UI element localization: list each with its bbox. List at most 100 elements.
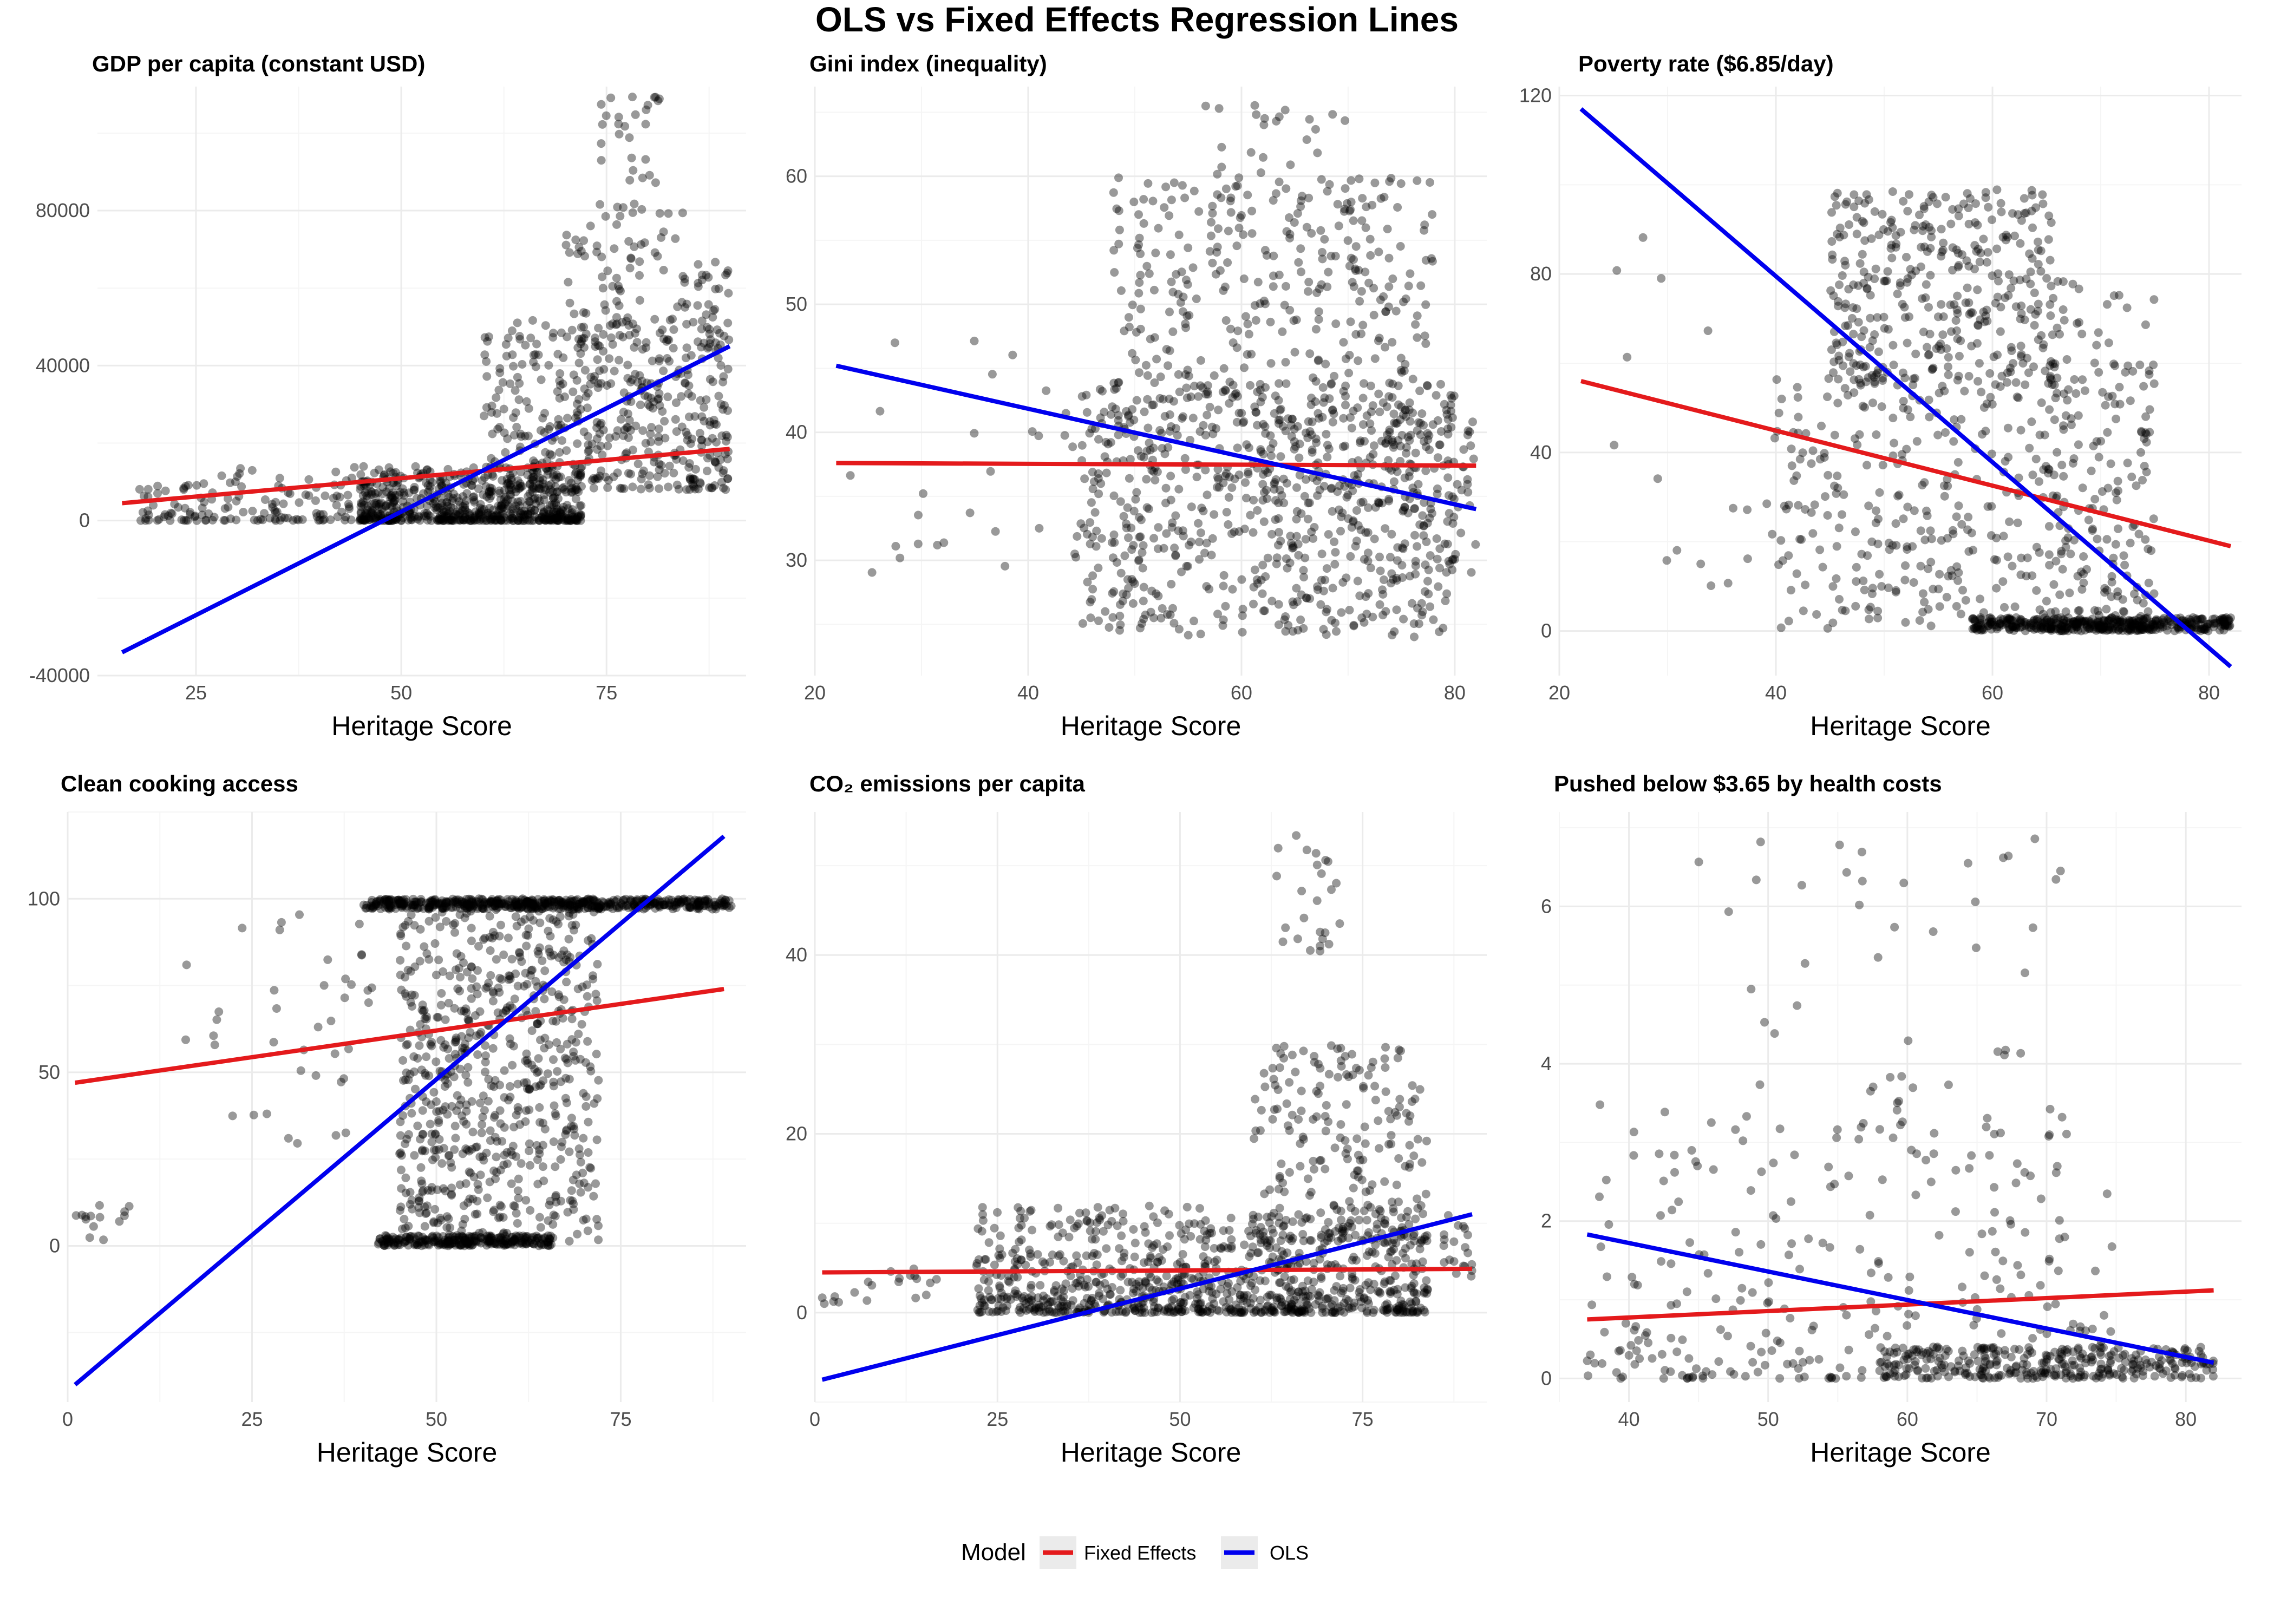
data-point [513,1186,522,1195]
data-point [2144,578,2153,587]
data-point [1362,202,1371,212]
data-point [1221,184,1231,193]
data-point [641,155,650,164]
data-point [2016,425,2025,435]
data-point [1442,589,1452,598]
data-point [359,497,368,506]
data-point [99,1235,108,1245]
data-point [153,516,162,525]
data-point [295,498,304,507]
data-point [1362,610,1371,619]
data-point [436,494,446,503]
data-point [1926,621,1936,631]
data-point [192,481,201,490]
data-point [509,362,518,371]
data-point [628,482,637,492]
data-point [500,516,509,525]
data-point [1375,407,1384,416]
data-point [1110,268,1119,277]
data-point [531,494,540,503]
data-point [1302,475,1310,484]
data-point [502,480,512,489]
data-point [2046,311,2055,320]
data-point [1423,577,1432,586]
data-point [1828,582,1838,591]
data-point [1830,481,1839,490]
data-point [1342,493,1351,502]
data-point [584,447,593,456]
data-point [506,512,515,521]
data-point [1994,269,2003,278]
data-point [623,374,632,383]
data-point [566,516,576,525]
data-point [1777,395,1786,403]
data-point [2001,457,2010,466]
data-point [1471,540,1480,549]
data-point [630,343,639,352]
data-point [1266,359,1276,368]
data-point [520,514,530,523]
data-point [1374,247,1383,257]
data-point [1279,474,1288,483]
data-point [1351,266,1360,275]
data-point [896,553,905,562]
data-point [446,503,455,512]
data-point [1974,245,1983,254]
data-point [1863,551,1872,560]
data-point [561,513,571,522]
data-point [1789,476,1799,485]
data-point [2008,561,2017,571]
data-point [449,516,458,525]
data-point [81,1212,90,1221]
data-point [378,482,388,492]
data-point [1275,379,1284,388]
data-point [1844,352,1853,362]
data-point [558,379,567,389]
data-point [1088,468,1097,477]
data-point [1415,387,1424,396]
data-point [1238,627,1247,637]
data-point [323,955,332,964]
data-point [1357,329,1365,338]
data-point [584,1148,593,1157]
data-point [1884,539,1893,548]
data-point [1103,440,1113,449]
data-point [606,93,616,102]
data-point [482,516,492,525]
data-point [201,516,210,525]
data-point [1396,179,1406,188]
data-point [2029,618,2038,627]
data-point [524,492,533,501]
data-point [468,493,478,502]
data-point [1992,244,2002,253]
data-point [1259,153,1267,162]
data-point [467,481,476,490]
y-tick-label: 50 [38,1061,60,1083]
data-point [515,508,525,518]
data-point [2126,539,2135,548]
data-point [1406,572,1415,581]
data-point [440,516,449,525]
data-point [311,1071,321,1080]
data-point [501,340,511,349]
data-point [543,470,552,479]
data-point [476,515,485,524]
data-point [1468,417,1477,427]
y-tick-label: 40 [786,421,807,443]
data-point [1182,311,1192,320]
data-point [1246,510,1255,520]
data-point [1282,227,1291,236]
data-point [1140,407,1149,416]
data-point [1349,282,1358,291]
data-point [1787,444,1796,454]
data-point [479,516,488,525]
data-point [2059,421,2068,430]
data-point [149,501,158,510]
data-point [628,93,637,102]
data-point [592,1050,601,1059]
data-point [655,424,663,434]
data-point [362,515,371,524]
data-point [1403,508,1413,518]
y-tick-label: 120 [1519,84,1552,106]
data-point [1124,533,1133,542]
